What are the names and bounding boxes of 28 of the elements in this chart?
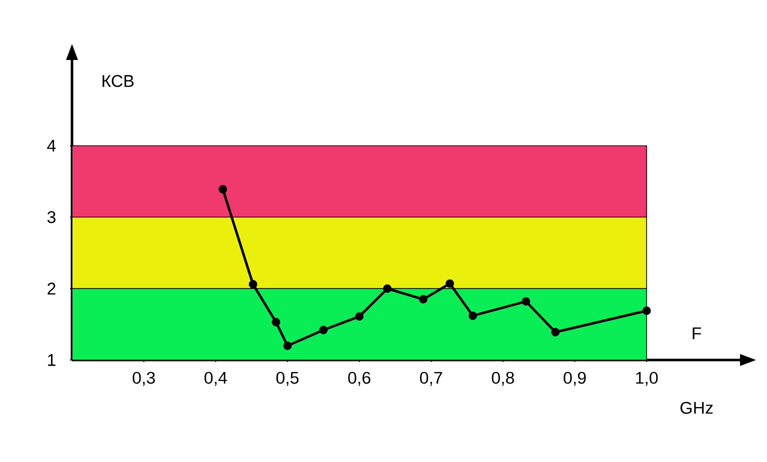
point <box>355 312 364 321</box>
y-tick-label: 1 <box>48 354 56 366</box>
x-tick-label: 0,3 <box>132 372 155 386</box>
point <box>642 306 651 315</box>
point <box>468 311 478 320</box>
x-tick-label: 1,0 <box>636 372 658 386</box>
point <box>218 185 228 194</box>
y-axis-title: КСВ <box>102 75 134 88</box>
y-tick-label: 3 <box>47 211 56 224</box>
x-axis-title: F <box>692 328 702 340</box>
point <box>446 279 454 288</box>
point <box>272 318 280 326</box>
x-tick-label: 0,8 <box>492 372 514 386</box>
point <box>248 280 258 289</box>
point <box>383 284 392 293</box>
point <box>319 326 328 334</box>
x-tick-label: 0,9 <box>564 372 586 386</box>
text: GHz <box>680 402 713 414</box>
x-tick-label: 0,4 <box>204 372 227 386</box>
point <box>551 328 560 336</box>
y-tick-label: 2 <box>48 282 56 294</box>
point <box>419 295 428 304</box>
point <box>522 297 530 306</box>
x-tick-label: 0,6 <box>348 372 370 386</box>
y-tick-label: 4 <box>47 140 56 152</box>
x-tick-label: 0,7 <box>420 372 442 386</box>
x-tick-label: 0,5 <box>276 372 299 386</box>
point <box>283 341 292 350</box>
